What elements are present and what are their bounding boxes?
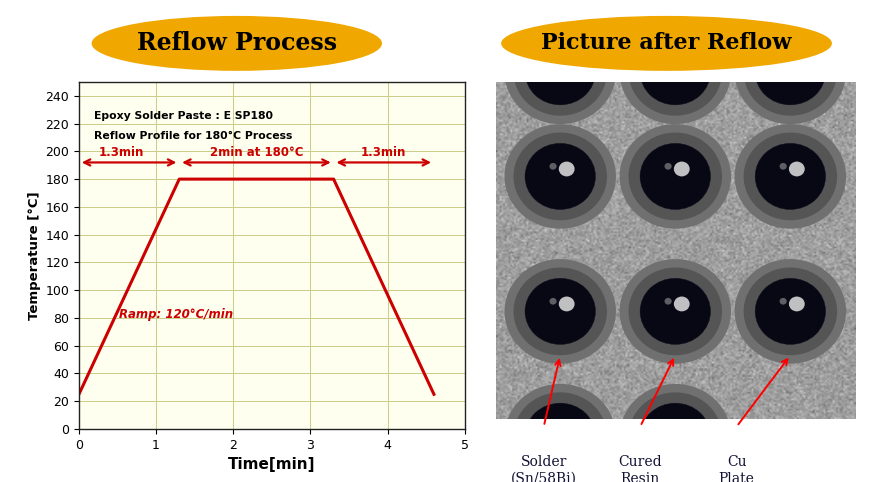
Y-axis label: Temperature [°C]: Temperature [°C]: [28, 191, 41, 320]
Text: Ramp: 120°C/min: Ramp: 120°C/min: [119, 308, 233, 321]
Text: 1.3min: 1.3min: [99, 146, 144, 159]
Circle shape: [744, 28, 837, 116]
Circle shape: [513, 392, 607, 480]
Text: Reflow Profile for 180°C Process: Reflow Profile for 180°C Process: [95, 131, 293, 141]
Circle shape: [674, 57, 689, 72]
Circle shape: [513, 133, 607, 220]
Circle shape: [549, 163, 557, 170]
Circle shape: [513, 268, 607, 355]
Circle shape: [744, 133, 837, 220]
Circle shape: [504, 19, 616, 124]
Circle shape: [665, 423, 672, 429]
Ellipse shape: [91, 16, 382, 71]
Circle shape: [780, 298, 787, 305]
Circle shape: [665, 58, 672, 65]
Circle shape: [525, 39, 595, 105]
Circle shape: [735, 124, 846, 229]
Circle shape: [789, 296, 805, 311]
Circle shape: [755, 143, 825, 210]
Circle shape: [549, 298, 557, 305]
Circle shape: [674, 161, 689, 176]
Circle shape: [525, 403, 595, 469]
Text: Epoxy Solder Paste : E SP180: Epoxy Solder Paste : E SP180: [95, 111, 274, 121]
Text: 2min at 180°C: 2min at 180°C: [210, 146, 303, 159]
Circle shape: [629, 392, 722, 480]
Text: Reflow Process: Reflow Process: [137, 31, 337, 55]
Text: Picture after Reflow: Picture after Reflow: [541, 32, 792, 54]
Circle shape: [665, 298, 672, 305]
Circle shape: [513, 28, 607, 116]
Circle shape: [755, 278, 825, 345]
Circle shape: [674, 421, 689, 436]
Circle shape: [674, 296, 689, 311]
Circle shape: [619, 384, 731, 482]
Circle shape: [629, 268, 722, 355]
Circle shape: [559, 421, 574, 436]
Circle shape: [640, 39, 710, 105]
Circle shape: [559, 296, 574, 311]
Circle shape: [619, 124, 731, 229]
Circle shape: [619, 259, 731, 364]
Ellipse shape: [501, 16, 832, 71]
Circle shape: [640, 143, 710, 210]
Text: Cu
Plate: Cu Plate: [719, 455, 754, 482]
Circle shape: [504, 259, 616, 364]
Circle shape: [559, 57, 574, 72]
Circle shape: [629, 28, 722, 116]
Circle shape: [744, 268, 837, 355]
Circle shape: [640, 278, 710, 345]
Circle shape: [525, 143, 595, 210]
Circle shape: [559, 161, 574, 176]
Circle shape: [780, 58, 787, 65]
Circle shape: [789, 161, 805, 176]
Circle shape: [619, 19, 731, 124]
Circle shape: [735, 19, 846, 124]
Circle shape: [629, 133, 722, 220]
Circle shape: [755, 39, 825, 105]
Circle shape: [504, 124, 616, 229]
Circle shape: [549, 58, 557, 65]
Text: Cured
Resin: Cured Resin: [618, 455, 662, 482]
X-axis label: Time[min]: Time[min]: [228, 457, 316, 472]
Circle shape: [504, 384, 616, 482]
Circle shape: [549, 423, 557, 429]
Circle shape: [789, 57, 805, 72]
Circle shape: [780, 163, 787, 170]
Circle shape: [525, 278, 595, 345]
Circle shape: [735, 259, 846, 364]
Circle shape: [665, 163, 672, 170]
Text: 1.3min: 1.3min: [361, 146, 406, 159]
Text: Solder
(Sn/58Bi): Solder (Sn/58Bi): [510, 455, 577, 482]
Circle shape: [640, 403, 710, 469]
